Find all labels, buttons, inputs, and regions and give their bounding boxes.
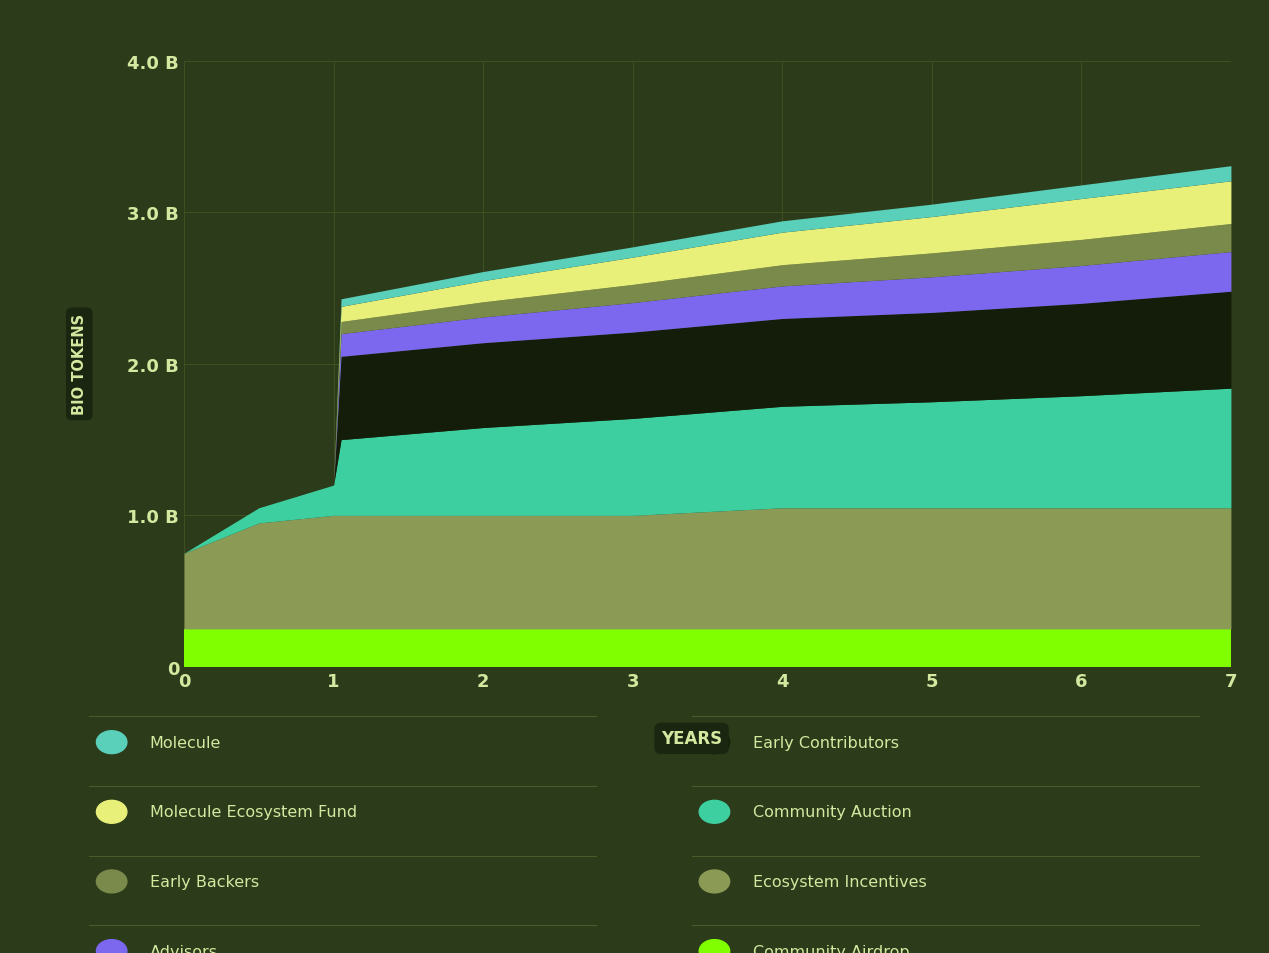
Text: YEARS: YEARS bbox=[661, 730, 722, 747]
Text: Community Airdrop: Community Airdrop bbox=[753, 943, 909, 953]
Text: Ecosystem Incentives: Ecosystem Incentives bbox=[753, 874, 926, 889]
Text: BIO TOKENS: BIO TOKENS bbox=[72, 314, 86, 416]
Text: Molecule: Molecule bbox=[150, 735, 221, 750]
Text: Community Auction: Community Auction bbox=[753, 804, 911, 820]
Text: Early Backers: Early Backers bbox=[150, 874, 259, 889]
Text: Molecule Ecosystem Fund: Molecule Ecosystem Fund bbox=[150, 804, 357, 820]
Text: Advisors: Advisors bbox=[150, 943, 218, 953]
Text: Early Contributors: Early Contributors bbox=[753, 735, 898, 750]
